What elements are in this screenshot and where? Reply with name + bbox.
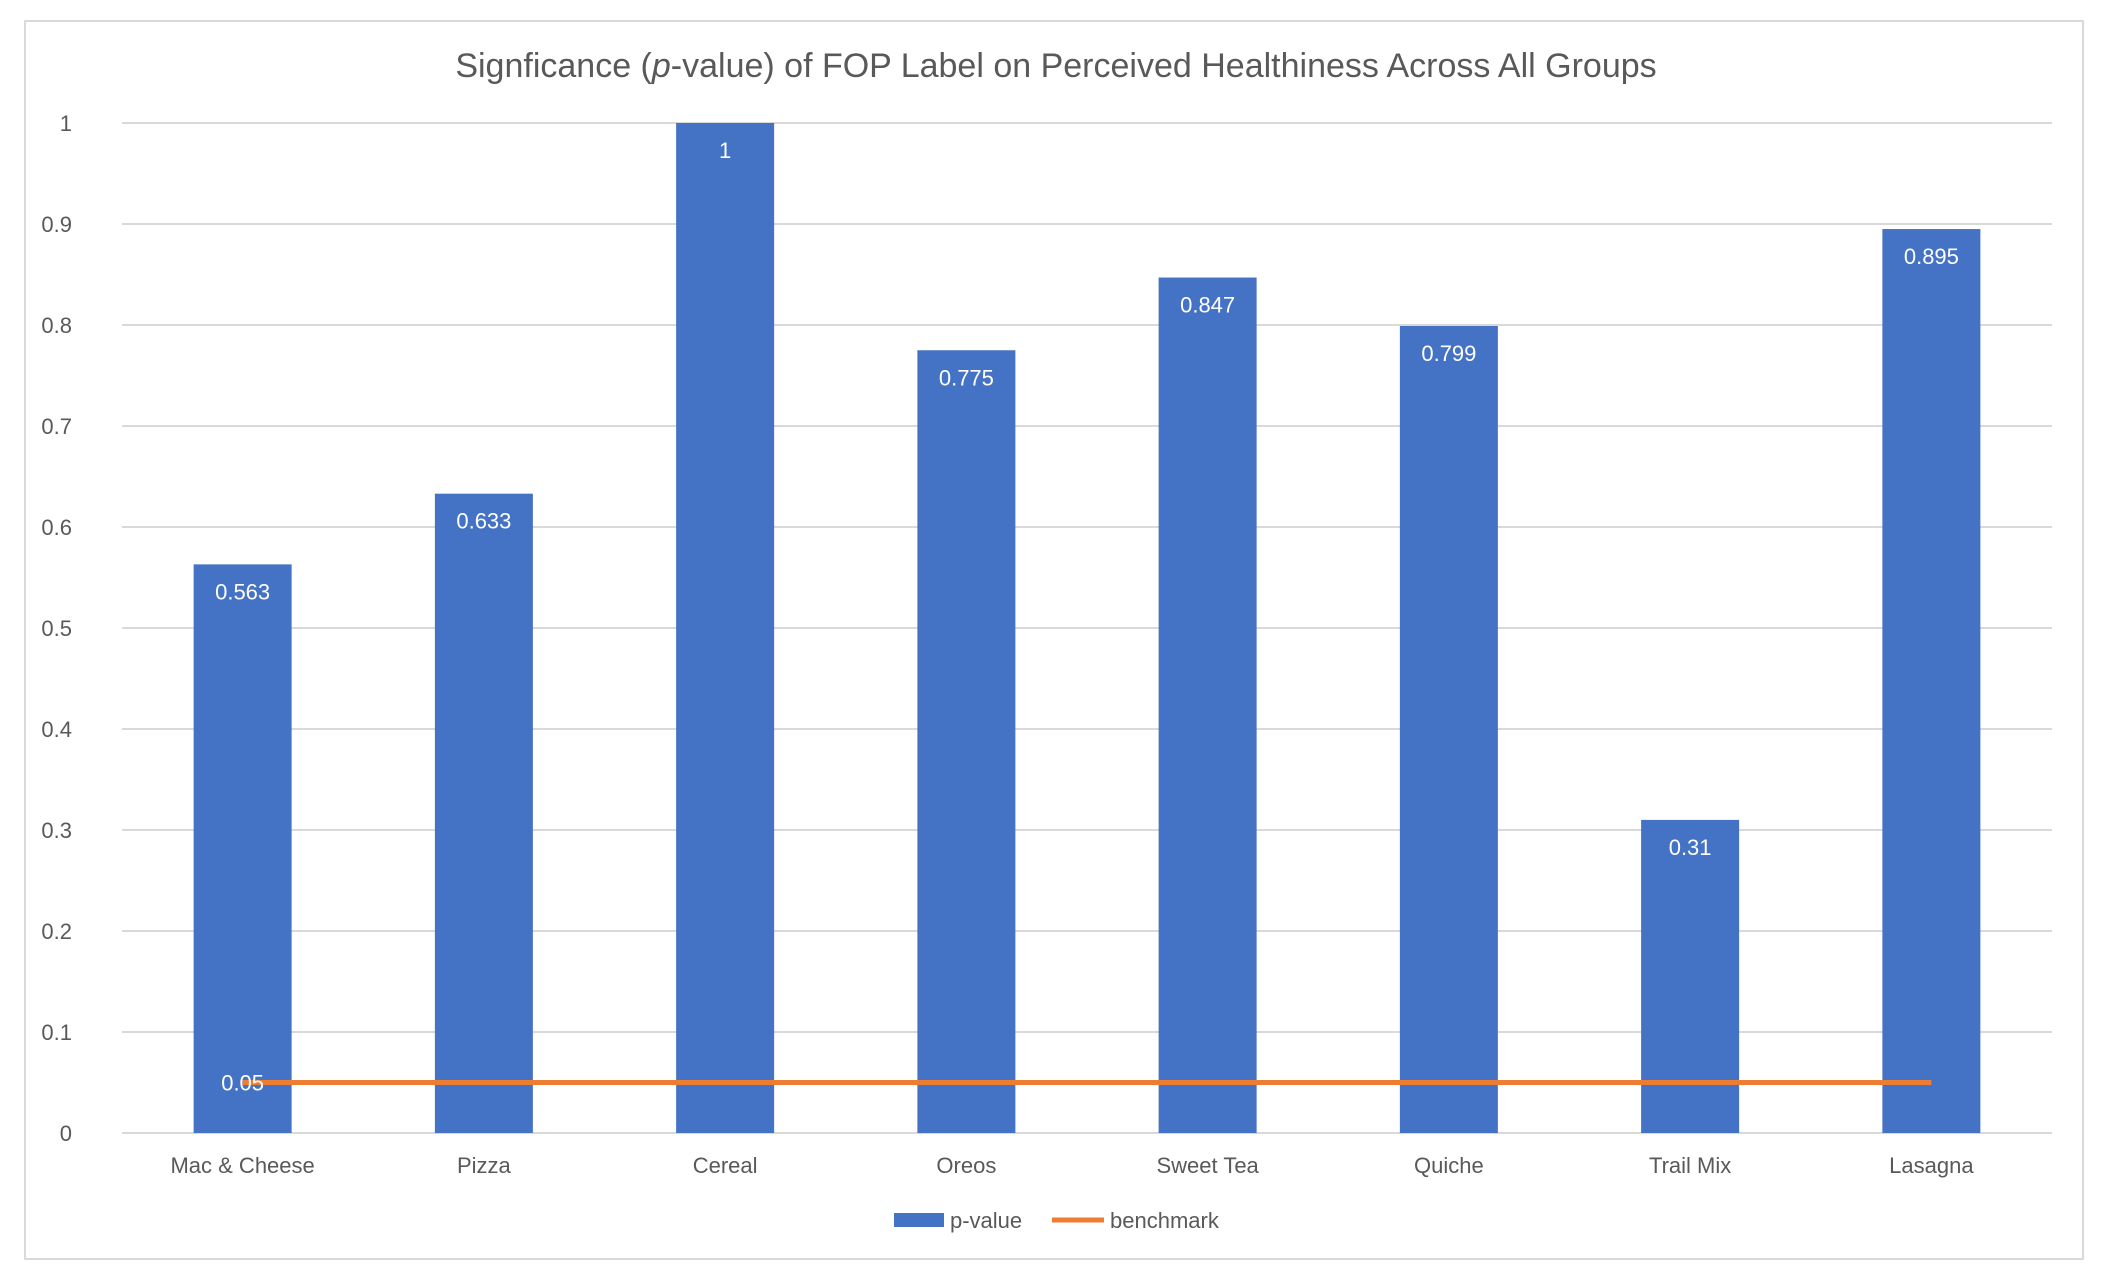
- title-part-italic: p: [651, 47, 671, 85]
- bar-data-label: 0.799: [1421, 341, 1476, 366]
- y-tick-label: 1: [60, 111, 72, 136]
- y-tick-label: 0.4: [41, 717, 72, 742]
- benchmark-line: 0.05: [221, 1071, 1932, 1096]
- bar-4: [1158, 277, 1257, 1133]
- bar-1: [434, 493, 533, 1133]
- legend: p-value benchmark: [894, 1208, 1220, 1233]
- bar-6: [1641, 819, 1740, 1133]
- bar-data-labels: 0.563 0.633 1 0.775 0.847 0.799 0.31 0.895: [215, 138, 1959, 860]
- bar-5: [1399, 326, 1498, 1133]
- y-tick-label: 0.7: [41, 414, 72, 439]
- y-tick-label: 0.2: [41, 919, 72, 944]
- x-tick-label: Pizza: [457, 1153, 512, 1178]
- y-tick-label: 0.8: [41, 313, 72, 338]
- legend-swatch-p-value: [894, 1213, 944, 1227]
- y-tick-label: 0.6: [41, 515, 72, 540]
- bar-data-label: 1: [719, 138, 731, 163]
- y-tick-label: 0.9: [41, 212, 72, 237]
- bar-data-label: 0.31: [1669, 835, 1712, 860]
- x-tick-label: Mac & Cheese: [170, 1153, 314, 1178]
- bar-data-label: 0.563: [215, 579, 270, 604]
- x-tick-label: Oreos: [936, 1153, 996, 1178]
- x-tick-label: Cereal: [693, 1153, 758, 1178]
- benchmark-data-label: 0.05: [221, 1071, 264, 1096]
- chart-frame: [24, 20, 2084, 1260]
- bar-0: [193, 564, 292, 1133]
- y-tick-label: 0.5: [41, 616, 72, 641]
- y-axis-ticks: 0 0.1 0.2 0.3 0.4 0.5 0.6 0.7 0.8 0.9 1: [41, 111, 72, 1146]
- gridlines: [122, 122, 2052, 1134]
- title-part-1: Signficance (: [455, 47, 652, 85]
- bar-7: [1882, 229, 1981, 1134]
- bar-data-label: 0.895: [1904, 244, 1959, 269]
- x-tick-label: Sweet Tea: [1156, 1153, 1259, 1178]
- bar-data-label: 0.775: [939, 365, 994, 390]
- bar-2: [676, 123, 775, 1133]
- title-part-2: -value) of FOP Label on Perceived Health…: [671, 47, 1657, 85]
- bars: [193, 123, 1981, 1134]
- chart-title: Signficance (p-value) of FOP Label on Pe…: [455, 47, 1656, 85]
- x-tick-label: Trail Mix: [1649, 1153, 1731, 1178]
- y-tick-label: 0: [60, 1121, 72, 1146]
- x-tick-label: Lasagna: [1889, 1153, 1974, 1178]
- y-tick-label: 0.1: [41, 1020, 72, 1045]
- legend-label-benchmark: benchmark: [1110, 1208, 1220, 1233]
- bar-data-label: 0.847: [1180, 293, 1235, 318]
- legend-label-p-value: p-value: [950, 1208, 1022, 1233]
- bar-data-label: 0.633: [456, 509, 511, 534]
- x-axis-labels: Mac & Cheese Pizza Cereal Oreos Sweet Tea Qui…: [170, 1153, 1974, 1178]
- x-tick-label: Quiche: [1414, 1153, 1484, 1178]
- bar-3: [917, 350, 1016, 1133]
- y-tick-label: 0.3: [41, 818, 72, 843]
